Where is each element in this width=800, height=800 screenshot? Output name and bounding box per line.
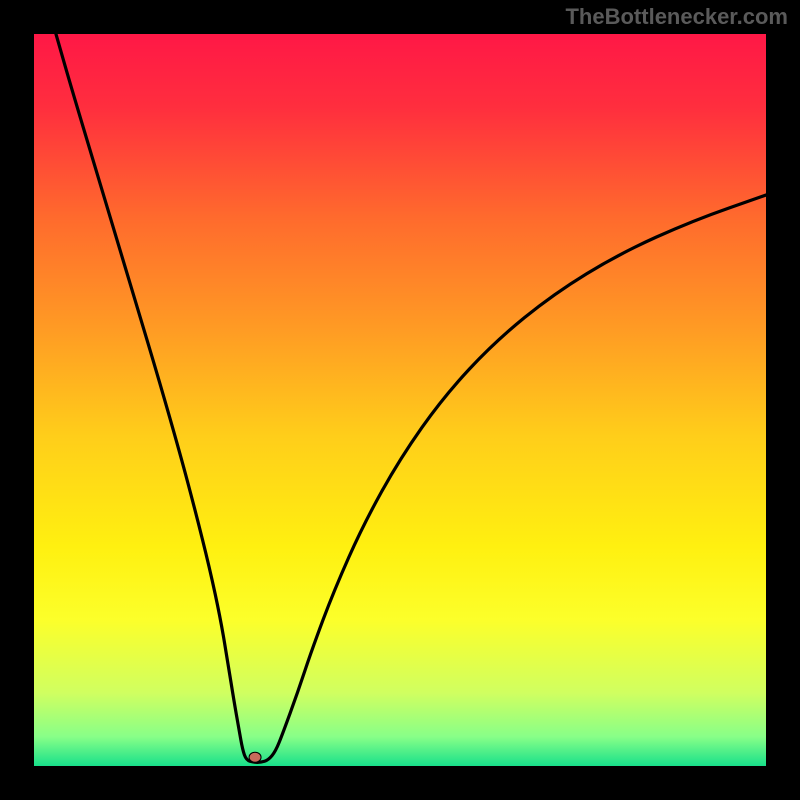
chart-svg (34, 34, 766, 766)
plot-area (34, 34, 766, 766)
chart-container: TheBottlenecker.com (0, 0, 800, 800)
optimal-point-marker (249, 752, 261, 762)
plot-background (34, 34, 766, 766)
watermark-text: TheBottlenecker.com (565, 4, 788, 30)
